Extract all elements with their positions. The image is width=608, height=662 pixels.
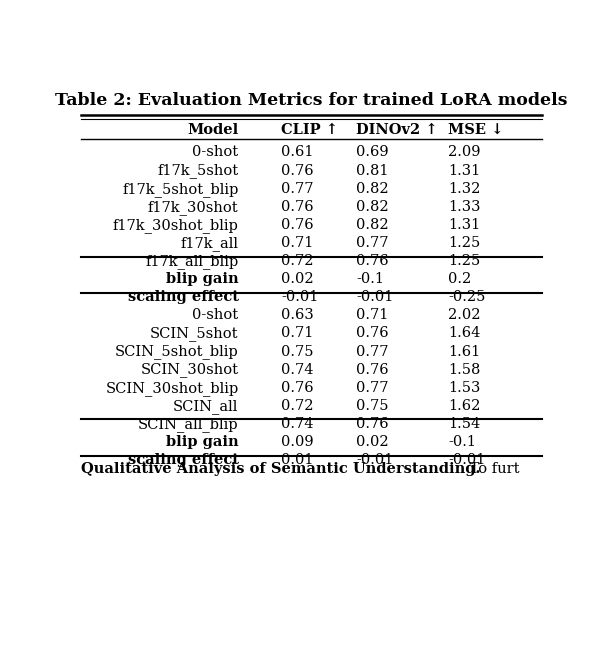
Text: -0.1: -0.1 (448, 435, 476, 449)
Text: 0.71: 0.71 (356, 308, 389, 322)
Text: Model: Model (187, 122, 238, 137)
Text: 1.31: 1.31 (448, 218, 480, 232)
Text: f17k_all: f17k_all (181, 236, 238, 251)
Text: MSE ↓: MSE ↓ (448, 122, 503, 137)
Text: 0.02: 0.02 (356, 435, 389, 449)
Text: Qualitative Analysis of Semantic Understanding. To furt: Qualitative Analysis of Semantic Underst… (81, 462, 497, 476)
Text: 0.09: 0.09 (281, 435, 314, 449)
Text: -0.01: -0.01 (448, 453, 486, 467)
Text: 0-shot: 0-shot (193, 308, 238, 322)
Text: 1.58: 1.58 (448, 363, 480, 377)
Text: 0.76: 0.76 (356, 417, 389, 431)
Text: 0.76: 0.76 (281, 218, 314, 232)
Text: CLIP ↑: CLIP ↑ (281, 122, 338, 137)
Text: 0.77: 0.77 (356, 381, 389, 395)
Text: 0.61: 0.61 (281, 146, 314, 160)
Text: 1.54: 1.54 (448, 417, 480, 431)
Text: SCIN_5shot_blip: SCIN_5shot_blip (115, 344, 238, 359)
Text: -0.01: -0.01 (356, 290, 394, 305)
Text: 0-shot: 0-shot (193, 146, 238, 160)
Text: 1.31: 1.31 (448, 164, 480, 177)
Text: 0.76: 0.76 (356, 363, 389, 377)
Text: 0.71: 0.71 (281, 326, 313, 340)
Text: 0.01: 0.01 (281, 453, 314, 467)
Text: To furt: To furt (465, 462, 520, 476)
Text: scaling effect: scaling effect (128, 453, 238, 467)
Text: blip gain: blip gain (166, 435, 238, 449)
Text: Table 2: Evaluation Metrics for trained LoRA models: Table 2: Evaluation Metrics for trained … (55, 92, 568, 109)
Text: 0.75: 0.75 (281, 344, 314, 359)
Text: 0.82: 0.82 (356, 200, 389, 214)
Text: 1.53: 1.53 (448, 381, 480, 395)
Text: DINOv2 ↑: DINOv2 ↑ (356, 122, 438, 137)
Text: 0.71: 0.71 (281, 236, 313, 250)
Text: f17k_30shot_blip: f17k_30shot_blip (112, 218, 238, 233)
Text: 1.33: 1.33 (448, 200, 481, 214)
Text: 0.77: 0.77 (356, 344, 389, 359)
Text: 1.32: 1.32 (448, 181, 480, 196)
Text: SCIN_all_blip: SCIN_all_blip (138, 417, 238, 432)
Text: Qualitative Analysis of Semantic Understanding.: Qualitative Analysis of Semantic Underst… (81, 462, 480, 476)
Text: 1.25: 1.25 (448, 254, 480, 268)
Text: 1.62: 1.62 (448, 399, 480, 413)
Text: 0.82: 0.82 (356, 181, 389, 196)
Text: f17k_30shot: f17k_30shot (148, 200, 238, 214)
Text: 0.76: 0.76 (356, 326, 389, 340)
Text: 0.72: 0.72 (281, 254, 314, 268)
Text: 0.69: 0.69 (356, 146, 389, 160)
Text: blip gain: blip gain (166, 272, 238, 286)
Text: SCIN_30shot: SCIN_30shot (140, 363, 238, 377)
Text: 0.74: 0.74 (281, 363, 314, 377)
Text: 0.63: 0.63 (281, 308, 314, 322)
Text: SCIN_all: SCIN_all (173, 399, 238, 414)
Text: -0.01: -0.01 (281, 290, 319, 305)
Text: 1.61: 1.61 (448, 344, 480, 359)
Text: f17k_5shot_blip: f17k_5shot_blip (122, 181, 238, 197)
Text: 0.76: 0.76 (281, 381, 314, 395)
Text: 0.76: 0.76 (356, 254, 389, 268)
Text: 0.2: 0.2 (448, 272, 471, 286)
Text: 0.76: 0.76 (281, 164, 314, 177)
Text: SCIN_30shot_blip: SCIN_30shot_blip (105, 381, 238, 396)
Text: -0.01: -0.01 (356, 453, 394, 467)
Text: 0.77: 0.77 (356, 236, 389, 250)
Text: 0.82: 0.82 (356, 218, 389, 232)
Text: scaling effect: scaling effect (128, 290, 238, 305)
Text: 0.74: 0.74 (281, 417, 314, 431)
Text: 0.02: 0.02 (281, 272, 314, 286)
Text: -0.25: -0.25 (448, 290, 486, 305)
Text: 0.76: 0.76 (281, 200, 314, 214)
Text: -0.1: -0.1 (356, 272, 384, 286)
Text: 1.25: 1.25 (448, 236, 480, 250)
Text: SCIN_5shot: SCIN_5shot (150, 326, 238, 342)
Text: 0.72: 0.72 (281, 399, 314, 413)
Text: 1.64: 1.64 (448, 326, 480, 340)
Text: 2.09: 2.09 (448, 146, 481, 160)
Text: 0.75: 0.75 (356, 399, 389, 413)
Text: 2.02: 2.02 (448, 308, 481, 322)
Text: f17k_5shot: f17k_5shot (157, 164, 238, 179)
Text: 0.81: 0.81 (356, 164, 389, 177)
Text: 0.77: 0.77 (281, 181, 314, 196)
Text: f17k_all_blip: f17k_all_blip (145, 254, 238, 269)
